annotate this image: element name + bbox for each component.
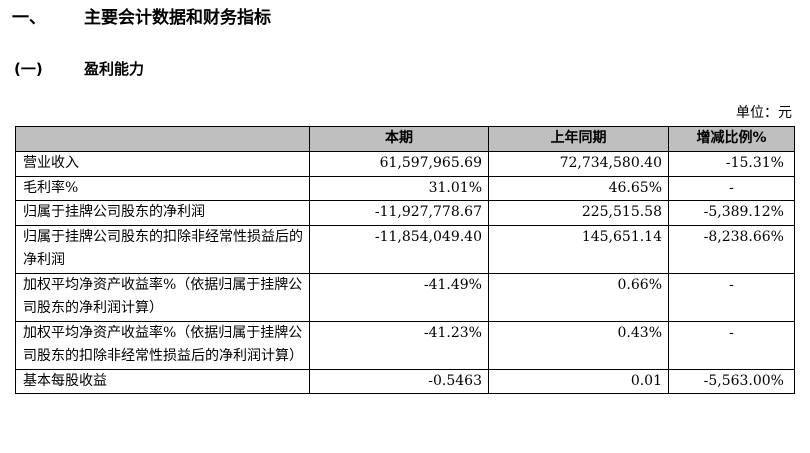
change-value: -5,563.00% — [668, 368, 795, 394]
header-change-percent: 增减比例% — [668, 126, 795, 152]
header-item — [15, 126, 310, 152]
row-label: 毛利率% — [15, 175, 310, 201]
prior-value: 0.43% — [488, 320, 669, 370]
subsection-title: 盈利能力 — [84, 60, 145, 78]
current-value: -0.5463 — [309, 368, 489, 394]
row-label: 归属于挂牌公司股东的净利润 — [15, 200, 310, 226]
current-value: -11,854,049.40 — [309, 224, 489, 274]
prior-value: 46.65% — [488, 175, 669, 201]
current-value: -41.49% — [309, 272, 489, 322]
financial-indicators-table: 本期 上年同期 增减比例% 营业收入 61,597,965.69 72,734,… — [15, 126, 795, 394]
prior-value: 72,734,580.40 — [488, 151, 669, 177]
change-value: - — [668, 272, 795, 322]
header-prior-period: 上年同期 — [488, 126, 669, 152]
table-header-row: 本期 上年同期 增减比例% — [15, 126, 795, 152]
section-title: 主要会计数据和财务指标 — [84, 8, 271, 28]
table-row: 营业收入 61,597,965.69 72,734,580.40 -15.31% — [15, 151, 795, 177]
table-row: 毛利率% 31.01% 46.65% - — [15, 175, 795, 201]
row-label: 基本每股收益 — [15, 368, 310, 394]
prior-value: 225,515.58 — [488, 200, 669, 226]
row-label: 加权平均净资产收益率%（依据归属于挂牌公司股东的扣除非经常性损益后的净利润计算） — [15, 320, 310, 370]
change-value: -8,238.66% — [668, 224, 795, 274]
row-label: 归属于挂牌公司股东的扣除非经常性损益后的净利润 — [15, 224, 310, 274]
change-value: -15.31% — [668, 151, 795, 177]
change-value: - — [668, 320, 795, 370]
change-value: - — [668, 175, 795, 201]
prior-value: 145,651.14 — [488, 224, 669, 274]
section-number: 一、 — [12, 8, 46, 28]
table-row: 加权平均净资产收益率%（依据归属于挂牌公司股东的扣除非经常性损益后的净利润计算）… — [15, 320, 795, 370]
subsection-number: (一) — [14, 60, 43, 78]
current-value: -41.23% — [309, 320, 489, 370]
current-value: 61,597,965.69 — [309, 151, 489, 177]
row-label: 加权平均净资产收益率%（依据归属于挂牌公司股东的净利润计算） — [15, 272, 310, 322]
table-row: 归属于挂牌公司股东的扣除非经常性损益后的净利润 -11,854,049.40 1… — [15, 224, 795, 274]
unit-label: 单位：元 — [736, 105, 792, 121]
prior-value: 0.01 — [488, 368, 669, 394]
table-row: 加权平均净资产收益率%（依据归属于挂牌公司股东的净利润计算） -41.49% 0… — [15, 272, 795, 322]
table-row: 归属于挂牌公司股东的净利润 -11,927,778.67 225,515.58 … — [15, 200, 795, 226]
header-current-period: 本期 — [309, 126, 489, 152]
current-value: -11,927,778.67 — [309, 200, 489, 226]
subsection-heading: (一) 盈利能力 — [14, 58, 144, 80]
table-row: 基本每股收益 -0.5463 0.01 -5,563.00% — [15, 368, 795, 394]
row-label: 营业收入 — [15, 151, 310, 177]
change-value: -5,389.12% — [668, 200, 795, 226]
current-value: 31.01% — [309, 175, 489, 201]
prior-value: 0.66% — [488, 272, 669, 322]
section-heading: 一、 主要会计数据和财务指标 — [12, 6, 271, 30]
